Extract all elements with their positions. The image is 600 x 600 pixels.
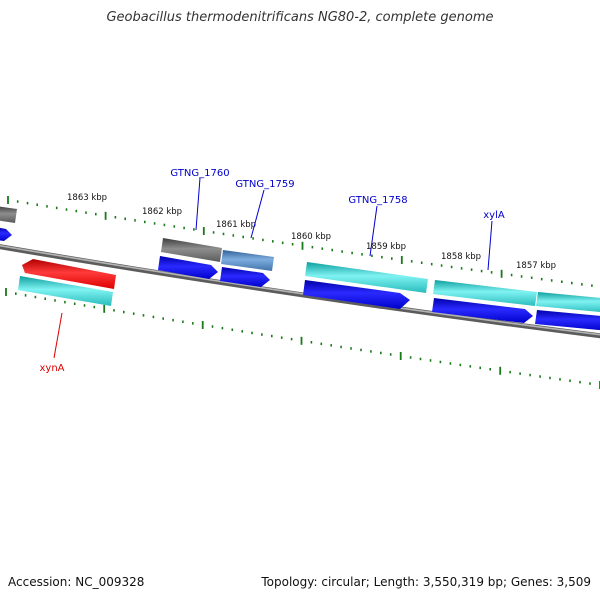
lower-tick-ring (5, 288, 600, 389)
gene-feature-gtng-1759[interactable] (221, 250, 274, 271)
gene-feature-cyan-lower[interactable] (18, 276, 113, 306)
gene-feature-gray-left[interactable] (0, 206, 17, 223)
gene-arrow-blue-3[interactable] (303, 280, 410, 309)
kbp-label-1857: 1857 kbp (516, 261, 556, 271)
leader-line-xyla (487, 220, 493, 271)
leader-line-gtng-1759 (250, 189, 265, 239)
gene-label-xyla: xylA (483, 210, 505, 221)
gene-arrow-blue-1[interactable] (158, 256, 218, 279)
gene-label-xyna: xynA (39, 363, 64, 374)
gene-label-gtng-1758: GTNG_1758 (348, 195, 407, 206)
gene-feature-gtng-1758[interactable] (305, 262, 428, 293)
gene-arrow-blue-2[interactable] (220, 267, 270, 287)
gene-feature-xyna[interactable] (22, 259, 116, 289)
gene-label-gtng-1760: GTNG_1760 (170, 168, 229, 179)
accession-text: Accession: NC_009328 (8, 575, 145, 589)
map-title: Geobacillus thermodenitrificans NG80-2, … (106, 10, 494, 25)
gene-arrow-blue-left[interactable] (0, 227, 12, 241)
gene-label-gtng-1759: GTNG_1759 (235, 179, 294, 190)
gene-feature-cyan-right[interactable] (536, 292, 600, 313)
upper-gene-track (0, 206, 600, 313)
gene-arrow-blue-5[interactable] (535, 310, 600, 331)
leader-line-gtng-1758 (369, 205, 378, 257)
gene-feature-gtng-1760[interactable] (161, 238, 222, 262)
genome-backbone (0, 244, 600, 339)
kbp-label-1861: 1861 kbp (216, 220, 256, 230)
leader-line-xyna (53, 312, 63, 359)
kbp-label-1860: 1860 kbp (291, 232, 331, 242)
kbp-label-1862: 1862 kbp (142, 207, 182, 217)
kbp-label-1858: 1858 kbp (441, 252, 481, 262)
kbp-label-1863: 1863 kbp (67, 193, 107, 203)
lower-gene-track (0, 227, 600, 331)
kbp-label-1859: 1859 kbp (366, 242, 406, 252)
upper-tick-ring (7, 196, 593, 287)
leader-line-gtng-1760 (195, 177, 201, 231)
gene-feature-xyla[interactable] (433, 280, 537, 306)
gene-arrow-blue-4[interactable] (432, 298, 533, 323)
genome-summary-text: Topology: circular; Length: 3,550,319 bp… (261, 575, 591, 589)
